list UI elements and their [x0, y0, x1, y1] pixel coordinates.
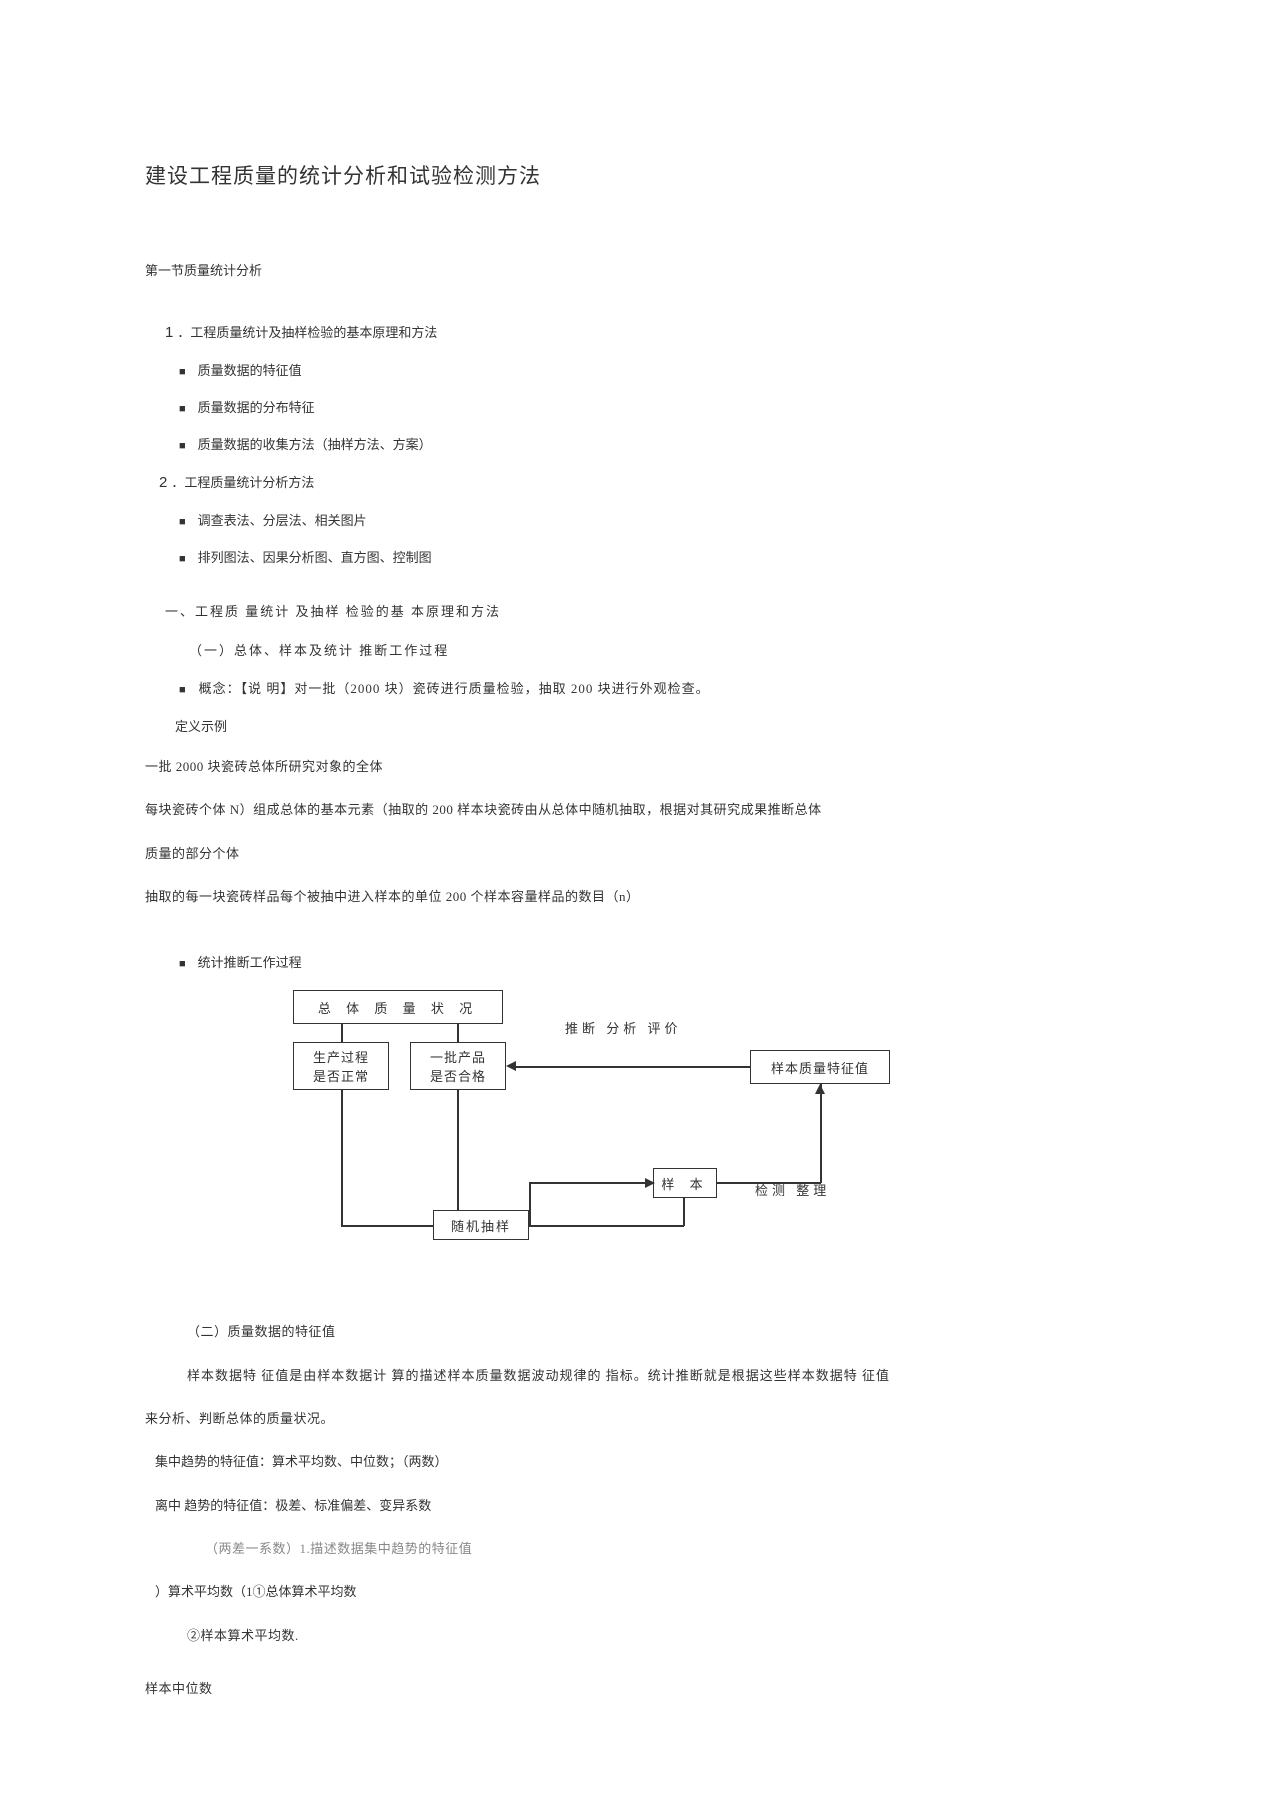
item-number: 2 [159, 474, 167, 491]
bullet-item: 排列图法、因果分析图、直方图、控制图 [179, 548, 1129, 569]
section2-line3: （两差一系数）1.描述数据集中趋势的特征值 [205, 1537, 1129, 1560]
process-bullet: 统计推断工作过程 [179, 953, 1129, 974]
section2-line6: 样本中位数 [145, 1677, 1129, 1700]
section2-intro: 样本数据特 征值是由样本数据计 算的描述样本质量数据波动规律的 指标。统计推断就… [187, 1364, 1129, 1387]
fc-box-sample: 样 本 [653, 1168, 717, 1198]
fc-box-overall: 总 体 质 量 状 况 [293, 990, 503, 1024]
numbered-item-2: 2 ．工程质量统计分析方法 [159, 471, 1129, 495]
body-text: 抽取的每一块瓷砖样品每个被抽中进入样本的单位 200 个样本容量样品的数目（n） [145, 885, 1129, 908]
sub-heading-1: 一、工程质 量统计 及抽样 检验的基 本原理和方法 [165, 601, 1129, 620]
section2-line5: ②样本算术平均数. [187, 1624, 1129, 1647]
item-text: ．工程质量统计分析方法 [171, 475, 314, 490]
fc-box-random: 随机抽样 [433, 1210, 529, 1240]
fc-box-sample-char: 样本质量特征值 [750, 1050, 890, 1084]
section2-line4: ）算术平均数（1①总体算术平均数 [155, 1580, 1129, 1603]
flowchart-diagram: 总 体 质 量 状 况 生产过程 是否正常 一批产品 是否合格 样本质量特征值 … [275, 990, 955, 1250]
section-header: 第一节质量统计分析 [145, 260, 1129, 279]
body-text: 质量的部分个体 [145, 842, 1129, 865]
fc-box-production: 生产过程 是否正常 [293, 1042, 389, 1090]
item-text: ．工程质量统计及抽样检验的基本原理和方法 [177, 325, 437, 340]
body-text: 每块瓷砖个体 N）组成总体的基本元素（抽取的 200 样本块瓷砖由从总体中随机抽… [145, 798, 1129, 821]
section2-line1: 集中趋势的特征值：算术平均数、中位数；（两数） [155, 1450, 1129, 1473]
body-text: 一批 2000 块瓷砖总体所研究对象的全体 [145, 755, 1129, 778]
section2-line2: 离中 趋势的特征值：极差、标准偏差、变异系数 [155, 1494, 1129, 1517]
outline-list: 1 ．工程质量统计及抽样检验的基本原理和方法 质量数据的特征值 质量数据的分布特征… [165, 321, 1129, 569]
bullet-item: 质量数据的特征值 [179, 361, 1129, 382]
bullet-item: 质量数据的分布特征 [179, 398, 1129, 419]
definition-label: 定义示例 [175, 716, 1129, 735]
fc-label-infer: 推断 分析 评价 [565, 1018, 682, 1037]
bullet-item: 调查表法、分层法、相关图片 [179, 511, 1129, 532]
item-number: 1 [165, 324, 173, 341]
page-title: 建设工程质量的统计分析和试验检测方法 [145, 160, 1129, 190]
section2-heading: （二）质量数据的特征值 [187, 1320, 1129, 1343]
fc-box-product: 一批产品 是否合格 [410, 1042, 506, 1090]
sub-sub-heading-1: （一）总体、样本及统计 推断工作过程 [189, 640, 1129, 659]
numbered-item-1: 1 ．工程质量统计及抽样检验的基本原理和方法 [165, 321, 1129, 345]
concept-bullet: 概念：【说 明】对一批（2000 块）瓷砖进行质量检验，抽取 200 块进行外观… [179, 679, 1129, 700]
section2-intro2: 来分析、判断总体的质量状况。 [145, 1407, 1129, 1430]
bullet-item: 质量数据的收集方法（抽样方法、方案） [179, 435, 1129, 456]
